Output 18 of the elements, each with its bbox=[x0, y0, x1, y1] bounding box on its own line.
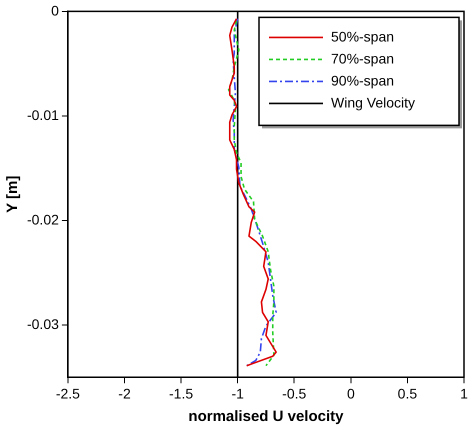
x-tick-label: 0.5 bbox=[398, 385, 418, 402]
y-tick-label: -0.03 bbox=[26, 316, 60, 332]
x-tick-label: -1.5 bbox=[169, 385, 194, 402]
x-tick-label: -1 bbox=[231, 385, 244, 402]
x-tick-label: 0 bbox=[346, 385, 355, 402]
legend-label: 90%-span bbox=[331, 72, 394, 88]
legend-label: 50%-span bbox=[331, 28, 394, 44]
y-tick-label: -0.01 bbox=[26, 106, 60, 123]
x-tick-label: -2 bbox=[118, 385, 131, 402]
y-tick-label: 0 bbox=[51, 2, 60, 18]
legend-label: Wing Velocity bbox=[331, 94, 416, 110]
x-tick-label: -0.5 bbox=[282, 385, 307, 402]
y-axis-title: Y [m] bbox=[4, 176, 22, 213]
x-tick-label: 1 bbox=[460, 385, 468, 402]
y-tick-label: -0.02 bbox=[26, 211, 60, 228]
x-axis-title: normalised U velocity bbox=[188, 408, 344, 426]
x-tick-label: -2.5 bbox=[56, 385, 80, 402]
legend-label: 70%-span bbox=[331, 50, 394, 66]
